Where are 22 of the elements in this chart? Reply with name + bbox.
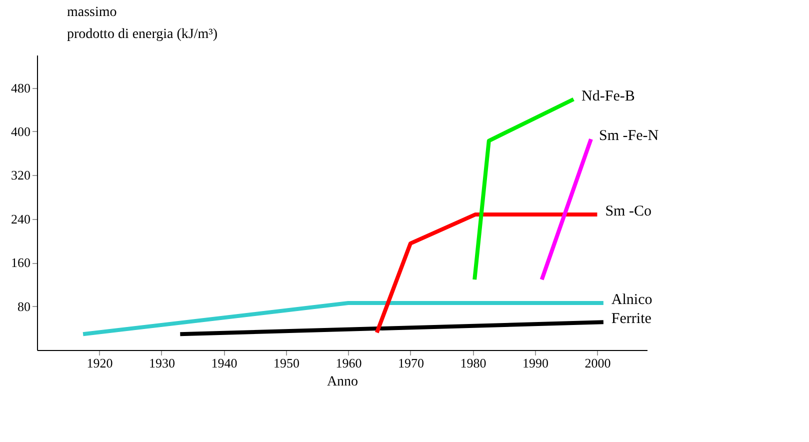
x-tick-label: 1970 [398, 356, 424, 370]
x-tick-label: 1920 [86, 356, 113, 370]
x-tick-label: 2000 [584, 356, 611, 370]
y-tick-label: 160 [11, 255, 30, 270]
x-tick-label: 1940 [211, 356, 238, 370]
x-tick-label: 1950 [273, 356, 300, 370]
series-label: Nd-Fe-B [582, 88, 635, 104]
series-label: Sm -Co [605, 204, 652, 220]
series-label: Sm -Fe-N [598, 128, 659, 144]
x-tick-label: 1930 [148, 356, 175, 370]
y-tick-label: 400 [11, 124, 30, 139]
y-tick-label: 80 [18, 298, 30, 314]
series-label: Ferrite [611, 311, 652, 328]
x-tick-label: 1960 [336, 356, 362, 370]
x-axis-title: Anno [326, 374, 358, 390]
y-axis-title: massimo prodotto di energia (kJ/m³) [67, 5, 218, 42]
x-tick-label: 1980 [460, 356, 486, 370]
y-tick-label: 320 [11, 168, 30, 183]
series-label: Alnico [611, 292, 652, 308]
y-tick-label: 240 [11, 211, 30, 226]
y-tick-label: 480 [11, 80, 30, 96]
x-tick-label: 1990 [522, 356, 548, 370]
